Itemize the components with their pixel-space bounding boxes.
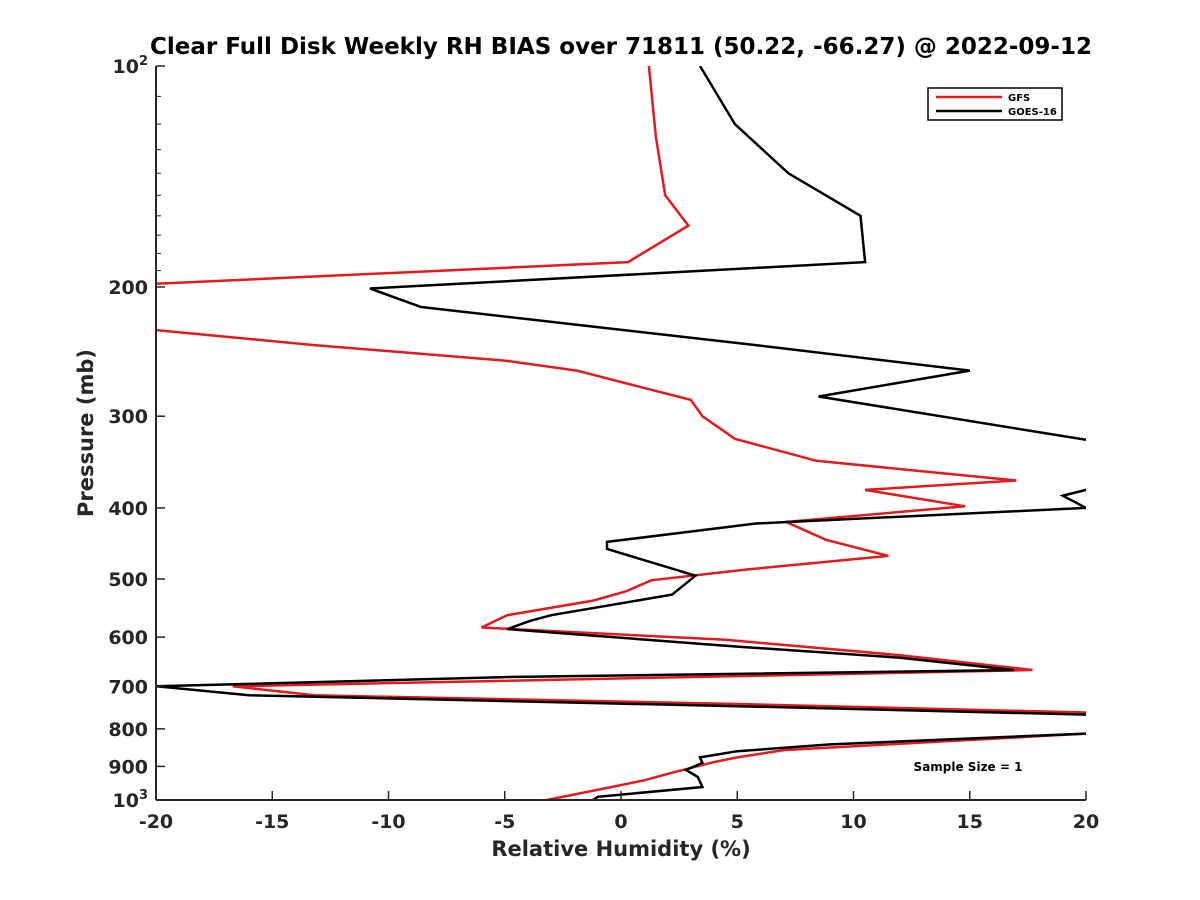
y-tick-label: 800 [108,719,148,741]
x-tick-label: 0 [614,811,627,833]
y-tick-label: 400 [108,498,148,520]
x-tick-label: -15 [255,811,289,833]
x-tick-label: 10 [840,811,866,833]
legend-label-gfs: GFS [1008,93,1030,104]
y-tick-label: 900 [108,756,148,778]
y-axis-label: Pressure (mb) [74,349,98,517]
x-axis-label: Relative Humidity (%) [491,837,750,861]
series-line-gfs [156,66,1086,800]
x-tick-label: -10 [371,811,405,833]
legend-label-goes16: GOES-16 [1008,107,1057,118]
y-tick-label: 300 [108,406,148,428]
x-tick-label: 20 [1073,811,1099,833]
legend: GFS GOES-16 [927,87,1063,121]
y-tick-label: 500 [108,569,148,591]
y-tick-label: 200 [108,277,148,299]
y-tick-label: 700 [108,676,148,698]
sample-size-annotation: Sample Size = 1 [914,760,1023,774]
y-tick-label: 102 [113,54,149,78]
x-tick-label: 15 [957,811,983,833]
series-layer [156,66,1086,800]
y-tick-label: 600 [108,627,148,649]
x-tick-label: 5 [731,811,744,833]
x-tick-label: -20 [139,811,173,833]
chart-title: Clear Full Disk Weekly RH BIAS over 7181… [150,34,1092,60]
legend-box [927,87,1063,121]
x-tick-label: -5 [494,811,515,833]
series-line-goes-16 [156,66,1086,800]
x-ticks: -20 -15 -10 -5 0 5 10 15 20 [139,791,1099,833]
